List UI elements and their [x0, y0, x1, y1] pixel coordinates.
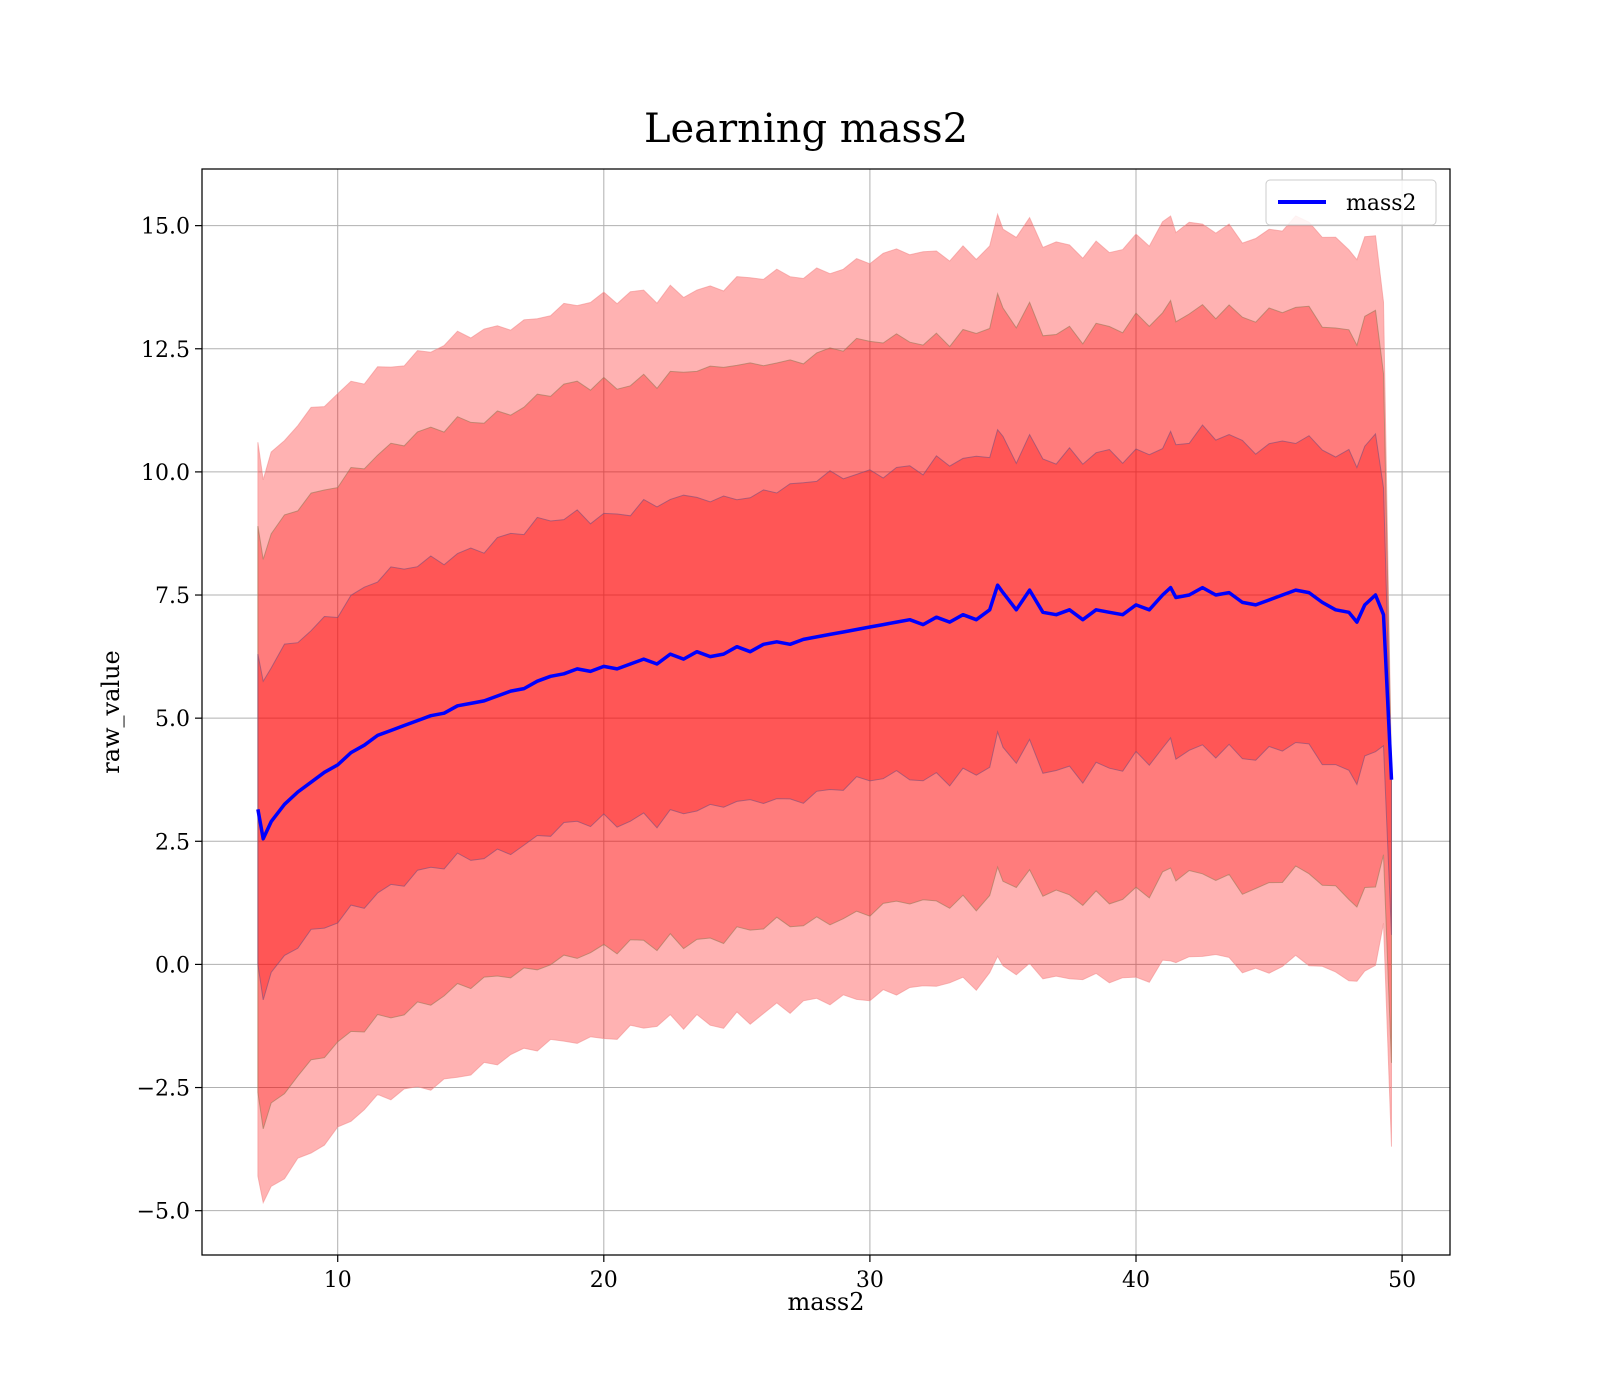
legend-label-mass2: mass2 — [1346, 191, 1417, 216]
y-tick-label: 7.5 — [155, 584, 190, 609]
y-axis-ticks: −5.0 −2.5 0.0 2.5 5.0 7.5 10.0 12.5 15.0 — [137, 215, 202, 1225]
confidence-band-3 — [257, 212, 1392, 1205]
y-tick-label: 5.0 — [155, 707, 190, 732]
legend-box — [1265, 179, 1437, 226]
y-tick-label: 10.0 — [141, 461, 190, 486]
x-tick-label: 10 — [324, 1268, 352, 1293]
y-tick-label: 15.0 — [141, 215, 190, 240]
y-axis-label: raw_value — [97, 650, 125, 774]
plot-frame — [201, 168, 1451, 1256]
x-tick-label: 30 — [856, 1268, 884, 1293]
chart-title: Learning mass2 — [644, 106, 968, 152]
y-tick-label: 2.5 — [155, 830, 190, 855]
x-tick-label: 50 — [1388, 1268, 1416, 1293]
x-tick-label: 20 — [590, 1268, 618, 1293]
confidence-band-1 — [257, 424, 1392, 1001]
x-tick-label: 40 — [1122, 1268, 1150, 1293]
confidence-bands — [257, 212, 1392, 1205]
y-tick-label: −5.0 — [137, 1200, 190, 1225]
y-tick-label: 12.5 — [141, 338, 190, 363]
x-axis-label: mass2 — [788, 1288, 865, 1316]
grid-lines — [202, 169, 1450, 1255]
legend: mass2 — [1265, 179, 1437, 226]
series-lines — [256, 583, 1394, 841]
confidence-band-2 — [257, 291, 1392, 1129]
y-tick-label: 0.0 — [155, 953, 190, 978]
y-tick-label: −2.5 — [137, 1077, 190, 1102]
series-line-mass2 — [256, 583, 1394, 841]
x-axis-ticks: 10 20 30 40 50 — [324, 1255, 1416, 1293]
